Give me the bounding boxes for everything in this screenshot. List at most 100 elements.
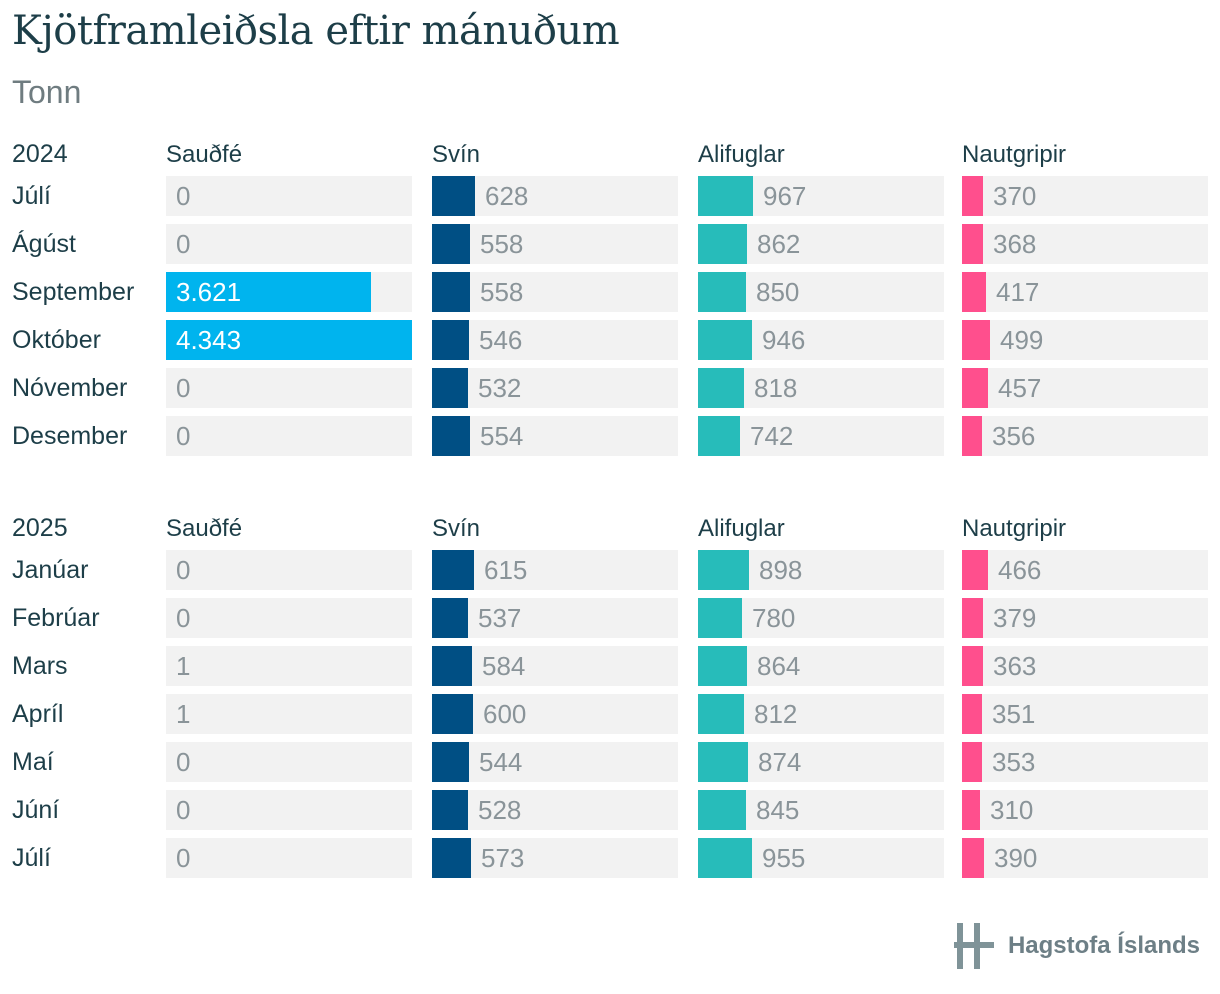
brand-name: Hagstofa Íslands [1007,932,1200,959]
bar-cell-poultry: 742 [698,416,944,456]
data-label-cattle: 356 [992,421,1036,451]
bar-cell-poultry: 967 [698,176,944,216]
bar-cell-cattle: 356 [962,416,1208,456]
data-label-sheep: 0 [176,373,191,403]
bar-cell-poultry: 898 [698,550,944,590]
data-label-pigs: 558 [480,229,524,259]
bar-cell-cattle: 499 [962,320,1208,360]
bar-poultry [698,694,744,734]
bar-cell-pigs: 558 [432,272,678,312]
bar-poultry [698,368,744,408]
data-label-cattle: 310 [990,795,1034,825]
bar-cattle [962,742,982,782]
data-label-poultry: 864 [757,651,801,681]
data-label-pigs: 544 [479,747,523,777]
data-label-pigs: 600 [483,699,527,729]
column-header-cattle: Nautgripir [962,141,1067,168]
bar-sheep [166,320,412,360]
data-label-sheep: 1 [176,651,191,681]
data-label-pigs: 528 [478,795,522,825]
data-label-sheep: 0 [176,555,191,585]
bar-cell-poultry: 812 [698,694,944,734]
bar-pigs [432,550,474,590]
data-label-pigs: 584 [482,651,526,681]
bar-pigs [432,694,473,734]
data-label-sheep: 0 [176,843,191,873]
row-label-2025-5: Júní [12,796,60,824]
data-label-pigs: 554 [480,421,524,451]
bar-pigs [432,368,468,408]
bar-pigs [432,224,470,264]
bar-cell-pigs: 546 [432,320,678,360]
data-label-pigs: 573 [481,843,525,873]
data-label-cattle: 370 [993,181,1037,211]
bar-cell-cattle: 363 [962,646,1208,686]
bar-pigs [432,790,468,830]
bar-cell-pigs: 615 [432,550,678,590]
bar-poultry [698,838,752,878]
bar-pigs [432,598,468,638]
bar-cell-cattle: 379 [962,598,1208,638]
bar-cell-cattle: 370 [962,176,1208,216]
data-label-poultry: 818 [754,373,798,403]
bar-cattle [962,838,984,878]
bar-cell-sheep: 0 [166,368,412,408]
bar-cell-poultry: 780 [698,598,944,638]
bar-poultry [698,790,746,830]
bar-pigs [432,416,470,456]
data-label-poultry: 845 [756,795,800,825]
data-label-sheep: 0 [176,421,191,451]
bar-cell-sheep: 0 [166,838,412,878]
bar-cell-sheep: 0 [166,550,412,590]
bar-poultry [698,272,746,312]
data-label-poultry: 946 [762,325,806,355]
data-label-poultry: 874 [758,747,802,777]
bar-cell-pigs: 573 [432,838,678,878]
bar-cattle [962,176,983,216]
data-label-pigs: 546 [479,325,523,355]
data-label-pigs: 537 [478,603,522,633]
data-label-pigs: 615 [484,555,528,585]
column-header-sheep: Sauðfé [166,141,243,168]
data-label-cattle: 466 [998,555,1042,585]
bar-cell-poultry: 818 [698,368,944,408]
data-label-poultry: 862 [757,229,801,259]
bar-cattle [962,550,988,590]
data-label-cattle: 417 [996,277,1040,307]
bar-cell-pigs: 537 [432,598,678,638]
row-label-2024-0: Júlí [12,182,51,210]
chart-subtitle: Tonn [12,74,82,110]
bar-pigs [432,838,471,878]
bar-cell-cattle: 351 [962,694,1208,734]
bar-cattle [962,224,983,264]
bar-pigs [432,320,469,360]
data-label-pigs: 558 [480,277,524,307]
data-label-poultry: 967 [763,181,807,211]
row-label-2024-4: Nóvember [12,374,128,402]
bar-cell-sheep: 1 [166,646,412,686]
data-label-sheep: 3.621 [176,277,242,307]
row-label-2025-6: Júlí [12,844,51,872]
row-label-2024-2: September [12,278,135,306]
bar-cell-sheep: 4.343 [166,320,412,360]
bar-pigs [432,742,469,782]
data-label-sheep: 1 [176,699,191,729]
data-label-sheep: 0 [176,747,191,777]
bar-cell-pigs: 532 [432,368,678,408]
row-label-2025-0: Janúar [12,556,89,584]
bar-cattle [962,320,990,360]
bar-cell-pigs: 544 [432,742,678,782]
bar-cell-cattle: 466 [962,550,1208,590]
data-label-cattle: 368 [993,229,1037,259]
bar-poultry [698,224,747,264]
bar-pigs [432,646,472,686]
bar-cattle [962,598,983,638]
bar-cattle [962,416,982,456]
bar-pigs [432,176,475,216]
bar-cell-pigs: 628 [432,176,678,216]
row-label-2024-3: Október [12,326,101,354]
bar-cell-cattle: 417 [962,272,1208,312]
data-label-cattle: 499 [1000,325,1044,355]
bar-cell-pigs: 528 [432,790,678,830]
bar-poultry [698,598,742,638]
